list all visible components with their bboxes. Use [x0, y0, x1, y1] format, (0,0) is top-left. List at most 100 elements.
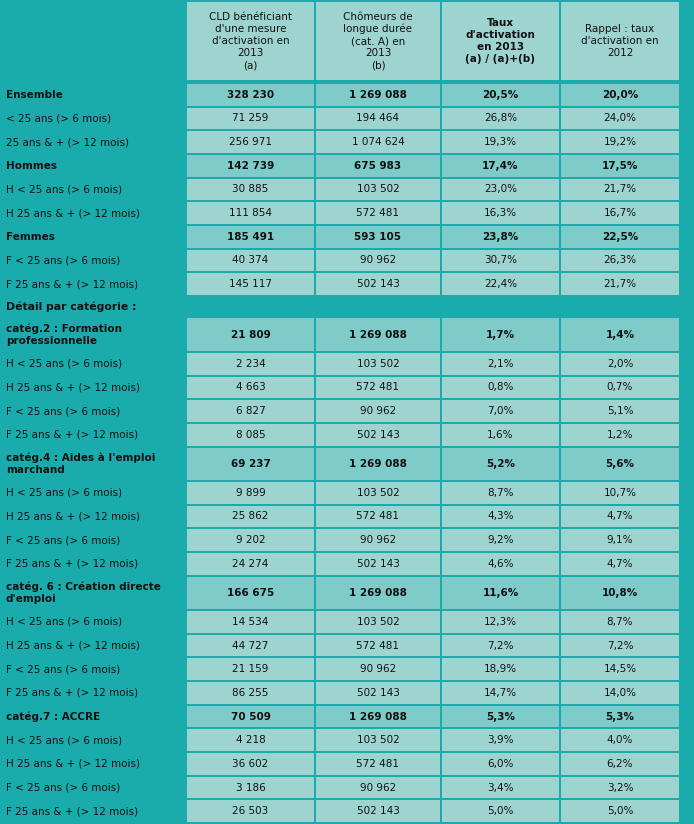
Bar — [561, 377, 679, 398]
Bar — [561, 529, 679, 551]
Text: 142 739: 142 739 — [227, 161, 274, 171]
Bar — [0, 577, 694, 609]
Text: 103 502: 103 502 — [357, 358, 399, 368]
Text: catég.2 : Formation
professionnelle: catég.2 : Formation professionnelle — [6, 323, 122, 346]
Text: 26,8%: 26,8% — [484, 114, 517, 124]
Text: 502 143: 502 143 — [357, 806, 400, 816]
Bar — [187, 611, 314, 633]
Bar — [0, 729, 694, 751]
Text: F < 25 ans (> 6 mois): F < 25 ans (> 6 mois) — [6, 664, 120, 674]
Text: 593 105: 593 105 — [355, 232, 402, 241]
Bar — [316, 424, 440, 446]
Bar — [316, 274, 440, 295]
Text: 23,8%: 23,8% — [482, 232, 518, 241]
Bar — [442, 577, 559, 609]
Text: 502 143: 502 143 — [357, 688, 400, 698]
Bar — [316, 131, 440, 153]
Text: 2 234: 2 234 — [236, 358, 265, 368]
Bar — [442, 634, 559, 657]
Bar — [442, 729, 559, 751]
Text: 40 374: 40 374 — [232, 255, 269, 265]
Text: 7,2%: 7,2% — [607, 640, 633, 651]
Bar — [316, 482, 440, 503]
Bar — [187, 131, 314, 153]
Text: H 25 ans & + (> 12 mois): H 25 ans & + (> 12 mois) — [6, 208, 140, 218]
Bar — [187, 108, 314, 129]
Bar — [442, 447, 559, 480]
Bar — [561, 482, 679, 503]
Bar — [187, 400, 314, 422]
Text: H < 25 ans (> 6 mois): H < 25 ans (> 6 mois) — [6, 488, 122, 498]
Text: 12,3%: 12,3% — [484, 617, 517, 627]
Bar — [187, 529, 314, 551]
Bar — [0, 131, 694, 153]
Bar — [561, 202, 679, 224]
Bar — [442, 377, 559, 398]
Text: 572 481: 572 481 — [357, 208, 400, 218]
Text: 90 962: 90 962 — [360, 783, 396, 793]
Text: 16,7%: 16,7% — [604, 208, 636, 218]
Bar — [442, 753, 559, 775]
Bar — [561, 179, 679, 200]
Text: H < 25 ans (> 6 mois): H < 25 ans (> 6 mois) — [6, 185, 122, 194]
Text: 30 885: 30 885 — [232, 185, 269, 194]
Text: 5,0%: 5,0% — [607, 806, 633, 816]
Text: 18,9%: 18,9% — [484, 664, 517, 674]
Bar — [187, 179, 314, 200]
Text: 166 675: 166 675 — [227, 588, 274, 598]
Text: 21,7%: 21,7% — [604, 279, 636, 289]
Bar — [561, 553, 679, 574]
Bar — [561, 400, 679, 422]
Text: 86 255: 86 255 — [232, 688, 269, 698]
Text: H < 25 ans (> 6 mois): H < 25 ans (> 6 mois) — [6, 358, 122, 368]
Bar — [187, 226, 314, 247]
Text: 21 809: 21 809 — [230, 330, 271, 339]
Text: F 25 ans & + (> 12 mois): F 25 ans & + (> 12 mois) — [6, 688, 138, 698]
Bar — [561, 634, 679, 657]
Text: 1 269 088: 1 269 088 — [349, 459, 407, 469]
Bar — [316, 506, 440, 527]
Text: 20,0%: 20,0% — [602, 90, 638, 100]
Bar — [442, 131, 559, 153]
Bar — [442, 250, 559, 271]
Text: 10,7%: 10,7% — [604, 488, 636, 498]
Text: 502 143: 502 143 — [357, 279, 400, 289]
Text: 0,7%: 0,7% — [607, 382, 633, 392]
Bar — [187, 2, 314, 80]
Bar — [0, 424, 694, 446]
Text: 6,2%: 6,2% — [607, 759, 633, 769]
Text: 502 143: 502 143 — [357, 429, 400, 440]
Bar — [0, 274, 694, 295]
Bar — [561, 577, 679, 609]
Text: H < 25 ans (> 6 mois): H < 25 ans (> 6 mois) — [6, 735, 122, 745]
Text: 25 862: 25 862 — [232, 512, 269, 522]
Bar — [0, 482, 694, 503]
Bar — [316, 777, 440, 798]
Text: 14,0%: 14,0% — [604, 688, 636, 698]
Bar — [316, 202, 440, 224]
Bar — [442, 611, 559, 633]
Text: CLD bénéficiant
d'une mesure
d'activation en
2013
(a): CLD bénéficiant d'une mesure d'activatio… — [209, 12, 292, 70]
Text: catég.7 : ACCRE: catég.7 : ACCRE — [6, 711, 100, 722]
Bar — [0, 353, 694, 375]
Text: 30,7%: 30,7% — [484, 255, 517, 265]
Bar — [316, 658, 440, 680]
Bar — [0, 553, 694, 574]
Bar — [0, 84, 694, 105]
Bar — [316, 753, 440, 775]
Bar — [187, 800, 314, 822]
Bar — [316, 353, 440, 375]
Bar — [187, 318, 314, 351]
Bar — [561, 447, 679, 480]
Bar — [561, 131, 679, 153]
Bar — [187, 377, 314, 398]
Bar — [442, 202, 559, 224]
Text: 26,3%: 26,3% — [604, 255, 636, 265]
Bar — [0, 634, 694, 657]
Bar — [561, 611, 679, 633]
Text: H 25 ans & + (> 12 mois): H 25 ans & + (> 12 mois) — [6, 382, 140, 392]
Bar — [187, 682, 314, 704]
Text: 69 237: 69 237 — [230, 459, 271, 469]
Bar — [561, 705, 679, 728]
Text: 4,6%: 4,6% — [487, 559, 514, 569]
